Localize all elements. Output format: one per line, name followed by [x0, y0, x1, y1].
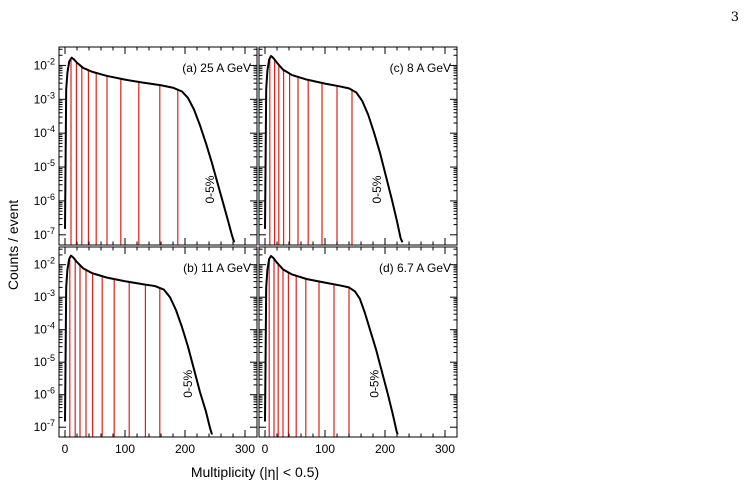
y-tick-label: 10-5: [34, 158, 55, 174]
y-tick-label: 10-2: [34, 56, 55, 72]
page-number: 3: [730, 10, 739, 25]
y-tick-label: 10-2: [34, 256, 55, 272]
panel-frame: [58, 46, 258, 246]
x-tick-label: 200: [375, 442, 395, 456]
centrality-annotation: 0-5%: [181, 369, 195, 397]
panel-label: (c) 8 A GeV: [390, 61, 451, 75]
panel-label: (a) 25 A GeV: [182, 61, 251, 75]
x-axis-title: Multiplicity (|η| < 0.5): [191, 464, 319, 480]
multiplicity-distribution-line: [264, 255, 399, 435]
multiplicity-distribution-line: [64, 254, 213, 435]
panel-label: (d) 6.7 A GeV: [379, 261, 451, 275]
panel-frame: [258, 46, 458, 246]
panel-3: 10-7 10-6 10-5 10-4 10-3 10-2 0 100 200 300 (b) 11…: [34, 246, 258, 456]
x-tick-label: 100: [315, 442, 335, 456]
panel-4: 0 100 200 300 (d) 6.7 A GeV 0-5%: [258, 246, 458, 456]
y-tick-label: 10-4: [34, 124, 55, 140]
x-tick-label: 300: [435, 442, 455, 456]
y-tick-label: 10-6: [34, 386, 55, 402]
x-tick-label: 0: [62, 442, 69, 456]
y-tick-label: 10-3: [34, 90, 55, 106]
y-tick-label: 10-7: [34, 226, 55, 242]
multiplicity-distribution-line: [264, 54, 404, 243]
panel-frame: [58, 246, 258, 438]
y-tick-label: 10-3: [34, 288, 55, 304]
x-tick-label: 300: [235, 442, 255, 456]
x-tick-label: 100: [115, 442, 135, 456]
panel-frame: [258, 246, 458, 438]
y-tick-label: 10-6: [34, 192, 55, 208]
panel-2: (c) 8 A GeV 0-5%: [258, 46, 458, 246]
y-tick-label: 10-7: [34, 418, 55, 434]
x-tick-label: 0: [262, 442, 269, 456]
y-axis-title: Counts / event: [5, 200, 21, 290]
panel-1: 10-7 10-6 10-5 10-4 10-3 10-2 (a) 25 A GeV 0-5%: [34, 46, 258, 246]
x-tick-label: 200: [175, 442, 195, 456]
centrality-annotation: 0-5%: [368, 369, 382, 397]
centrality-annotation: 0-5%: [203, 175, 217, 203]
multiplicity-distribution-line: [64, 56, 236, 243]
y-tick-label: 10-5: [34, 353, 55, 369]
centrality-annotation: 0-5%: [370, 175, 384, 203]
panel-label: (b) 11 A GeV: [183, 261, 251, 275]
y-tick-label: 10-4: [34, 321, 55, 337]
